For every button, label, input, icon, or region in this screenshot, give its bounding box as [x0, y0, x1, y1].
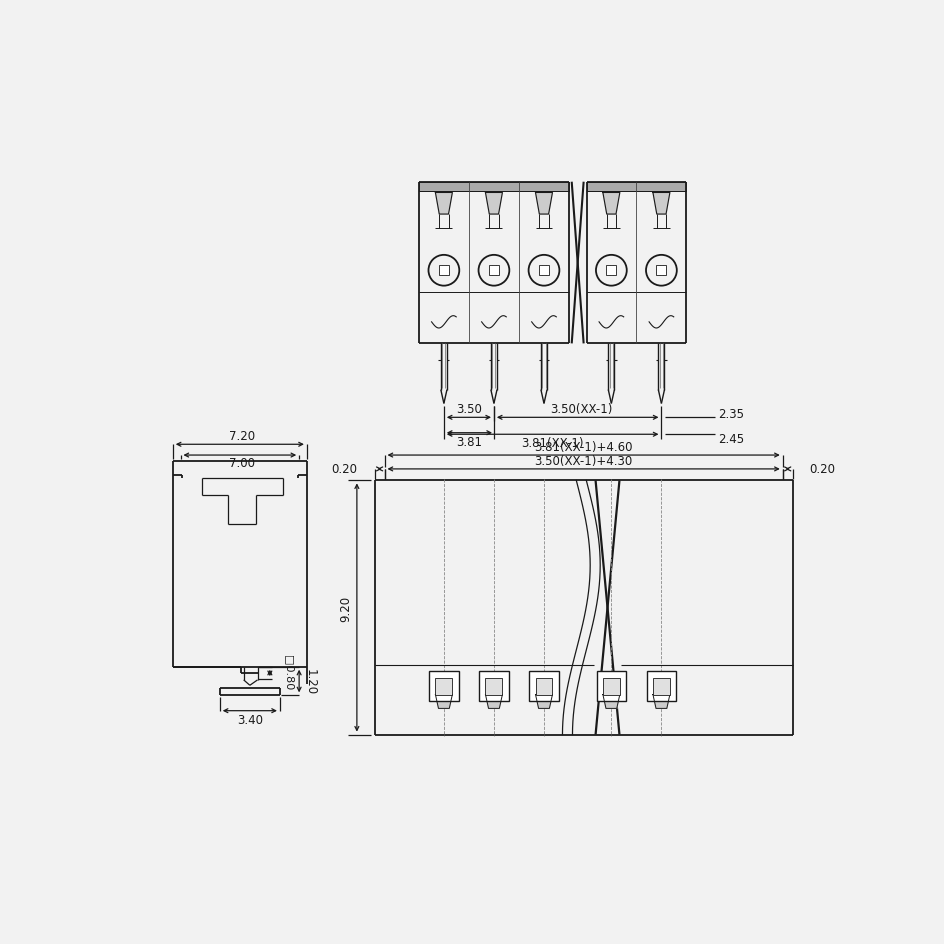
- Bar: [602, 678, 619, 695]
- Bar: [535, 678, 552, 695]
- Polygon shape: [602, 695, 619, 709]
- Text: 9.20: 9.20: [339, 595, 352, 621]
- Text: 2.35: 2.35: [717, 408, 744, 420]
- Text: 3.50(XX-1): 3.50(XX-1): [549, 403, 612, 416]
- Text: 0.20: 0.20: [331, 463, 357, 476]
- Polygon shape: [602, 194, 619, 215]
- Bar: [438, 266, 448, 276]
- Bar: [479, 672, 508, 701]
- Bar: [606, 266, 615, 276]
- Bar: [646, 672, 675, 701]
- Polygon shape: [535, 695, 552, 709]
- Bar: [435, 678, 452, 695]
- Polygon shape: [485, 695, 502, 709]
- Polygon shape: [435, 695, 452, 709]
- Text: 3.50: 3.50: [456, 403, 481, 416]
- Polygon shape: [435, 194, 452, 215]
- Text: □0.80: □0.80: [283, 654, 293, 689]
- Polygon shape: [535, 194, 552, 215]
- Bar: [538, 266, 548, 276]
- Text: 7.00: 7.00: [228, 457, 255, 470]
- Bar: [488, 266, 498, 276]
- Text: 3.50(XX-1)+4.30: 3.50(XX-1)+4.30: [534, 454, 632, 467]
- Bar: [596, 672, 625, 701]
- Bar: [485, 678, 502, 695]
- Polygon shape: [485, 194, 502, 215]
- Bar: [429, 672, 458, 701]
- Bar: [586, 182, 685, 192]
- Bar: [652, 678, 669, 695]
- Bar: [529, 672, 558, 701]
- Text: 3.81(XX-1)+4.60: 3.81(XX-1)+4.60: [533, 441, 632, 454]
- Bar: [419, 182, 568, 192]
- Text: 0.20: 0.20: [809, 463, 834, 476]
- Text: 3.40: 3.40: [237, 713, 262, 726]
- Bar: [656, 266, 666, 276]
- Polygon shape: [652, 695, 669, 709]
- Text: 7.20: 7.20: [228, 430, 255, 443]
- Text: 1.20: 1.20: [303, 668, 316, 695]
- Text: 3.81(XX-1): 3.81(XX-1): [521, 437, 583, 449]
- Polygon shape: [652, 194, 669, 215]
- Text: 2.45: 2.45: [717, 433, 744, 446]
- Text: 3.81: 3.81: [456, 435, 481, 448]
